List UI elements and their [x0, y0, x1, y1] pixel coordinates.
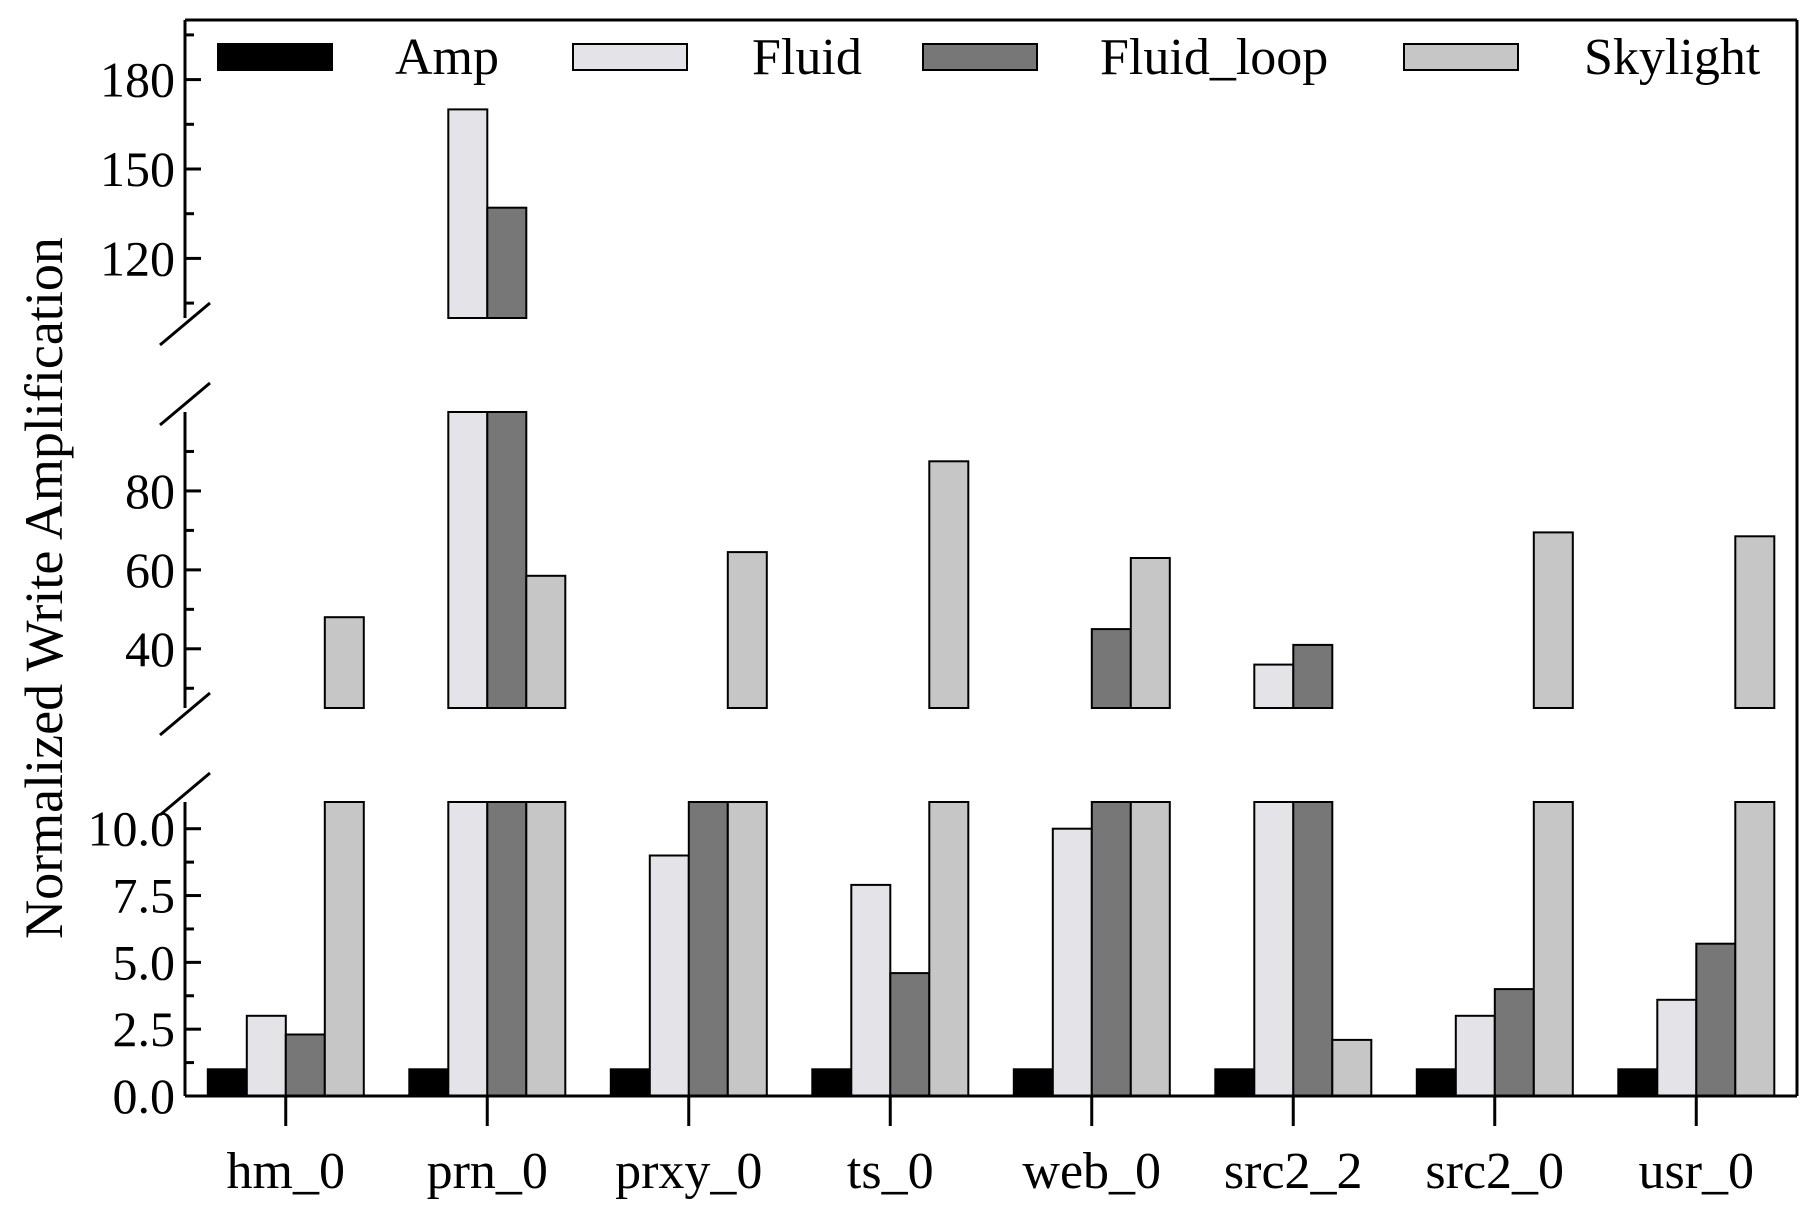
y-tick-label-40: 40 [125, 621, 175, 677]
bar-amp-prxy_0-seg0 [609, 1068, 651, 1098]
legend-label-fluid_loop: Fluid_loop [1100, 29, 1328, 86]
bar-fluid-web_0-seg0 [1051, 827, 1093, 1097]
bar-skylight-hm_0-seg1 [323, 616, 365, 710]
y-axis-title: Normalized Write Amplification [14, 237, 74, 939]
x-tick-label-prn_0: prn_0 [427, 1143, 548, 1200]
bar-fluid-prxy_0-seg0 [648, 854, 690, 1097]
x-tick-label-web_0: web_0 [1022, 1143, 1161, 1200]
bar-skylight-prn_0-seg0 [525, 801, 567, 1097]
bar-skylight-src2_0-seg0 [1532, 801, 1574, 1097]
legend-swatch-fluid [572, 43, 688, 71]
legend-label-skylight: Skylight [1584, 29, 1761, 86]
x-tick-label-prxy_0: prxy_0 [615, 1143, 762, 1200]
bar-amp-prn_0-seg0 [408, 1068, 450, 1098]
x-tick-label-ts_0: ts_0 [847, 1143, 934, 1200]
x-tick-label-hm_0: hm_0 [227, 1143, 345, 1200]
bar-skylight-prn_0-seg1 [525, 574, 567, 709]
y-tick-label-80: 80 [125, 463, 175, 519]
bar-skylight-ts_0-seg1 [928, 460, 970, 709]
legend: Amp Fluid Fluid_loop Skylight [217, 29, 1761, 86]
bar-skylight-ts_0-seg0 [928, 801, 970, 1097]
bar-fluid_loop-src2_2-seg1 [1292, 643, 1334, 710]
axis-break-mark-2 [159, 691, 211, 737]
bar-skylight-web_0-seg1 [1129, 557, 1171, 709]
axis-break-mark-3 [159, 771, 211, 817]
bar-fluid_loop-web_0-seg1 [1090, 628, 1132, 709]
y-tick-label-180: 180 [100, 52, 175, 108]
x-tick-label-usr_0: usr_0 [1638, 1143, 1754, 1200]
bar-fluid-prn_0-seg1 [447, 411, 489, 709]
bar-skylight-src2_0-seg1 [1532, 531, 1574, 710]
bar-fluid-usr_0-seg0 [1656, 998, 1698, 1097]
bar-skylight-usr_0-seg1 [1734, 535, 1776, 709]
legend-swatch-amp [217, 43, 333, 71]
legend-label-amp: Amp [395, 29, 499, 86]
bar-skylight-prxy_0-seg0 [726, 801, 768, 1097]
bar-fluid-ts_0-seg0 [850, 883, 892, 1098]
y-tick-label-0.0: 0.0 [113, 1068, 176, 1124]
bar-fluid_loop-web_0-seg0 [1090, 801, 1132, 1097]
y-tick-label-2.5: 2.5 [113, 1001, 176, 1057]
x-tick-label-src2_2: src2_2 [1224, 1143, 1363, 1200]
bar-fluid_loop-src2_2-seg0 [1292, 801, 1334, 1097]
y-tick-label-7.5: 7.5 [113, 868, 176, 924]
x-tick-label-src2_0: src2_0 [1425, 1143, 1564, 1200]
bar-amp-src2_0-seg0 [1415, 1068, 1457, 1098]
bar-skylight-usr_0-seg0 [1734, 801, 1776, 1097]
y-tick-label-5.0: 5.0 [113, 934, 176, 990]
bar-fluid-src2_2-seg1 [1253, 663, 1295, 709]
plot-layer: 0.0 2.5 5.0 7.5 10.0 40 60 80 120 150 180 hm_0 prn_0… [88, 18, 1799, 1200]
bar-fluid_loop-usr_0-seg0 [1695, 942, 1737, 1098]
axis-break-mark-0 [159, 301, 211, 347]
bar-fluid-src2_0-seg0 [1454, 1014, 1496, 1097]
bar-skylight-prxy_0-seg1 [726, 551, 768, 709]
y-tick-label-150: 150 [100, 141, 175, 197]
bar-fluid_loop-prn_0-seg1 [486, 411, 528, 709]
bar-amp-src2_2-seg0 [1214, 1068, 1256, 1098]
bar-fluid-hm_0-seg0 [245, 1014, 287, 1097]
bar-amp-web_0-seg0 [1012, 1068, 1054, 1098]
bar-skylight-src2_2-seg0 [1331, 1038, 1373, 1098]
bar-fluid_loop-prxy_0-seg0 [687, 801, 729, 1097]
bar-skylight-hm_0-seg0 [323, 801, 365, 1097]
bar-fluid_loop-ts_0-seg0 [889, 972, 931, 1097]
bar-fluid-prn_0-seg2 [447, 108, 489, 320]
bar-fluid_loop-prn_0-seg0 [486, 801, 528, 1097]
legend-label-fluid: Fluid [752, 29, 862, 86]
y-tick-label-60: 60 [125, 542, 175, 598]
bar-fluid_loop-prn_0-seg2 [486, 206, 528, 319]
y-tick-label-120: 120 [100, 230, 175, 286]
bar-fluid-prn_0-seg0 [447, 801, 489, 1097]
legend-swatch-fluid_loop [922, 43, 1038, 71]
bar-amp-usr_0-seg0 [1617, 1068, 1659, 1098]
legend-swatch-skylight [1403, 43, 1519, 71]
bar-skylight-web_0-seg0 [1129, 801, 1171, 1097]
bar-fluid_loop-hm_0-seg0 [284, 1033, 326, 1097]
y-tick-label-10.0: 10.0 [88, 801, 176, 857]
bar-amp-hm_0-seg0 [206, 1068, 248, 1098]
bar-fluid_loop-src2_0-seg0 [1493, 988, 1535, 1097]
bar-amp-ts_0-seg0 [811, 1068, 853, 1098]
bar-fluid-src2_2-seg0 [1253, 801, 1295, 1097]
axis-break-mark-1 [159, 381, 211, 427]
